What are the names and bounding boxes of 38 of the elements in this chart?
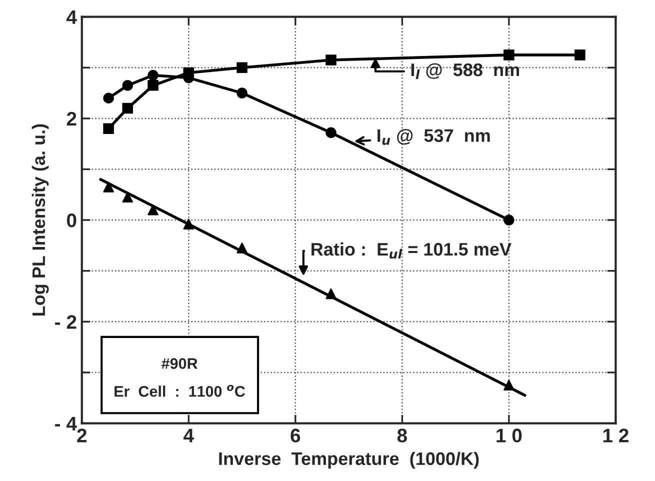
annotation: Er Cell : 1100 $^{o}$C [114,384,246,397]
x-tick-label: 2 [77,428,87,442]
annotation: Ratio : E$_{ul}$ = 101.5 meV [312,242,512,259]
point [504,214,514,226]
annotation: I$_{l}$ @ 588 nm [411,63,519,79]
y-tick-label: 0 [66,214,76,228]
y-tick-label: 2 [66,112,76,126]
annotation: I$_{u}$ @ 537 nm [378,128,490,145]
annotation: #90R [162,358,198,369]
x-axis-title: Inverse Temperature (1000/K) [219,452,479,469]
point [103,92,114,104]
y-tick-label: 4 [66,10,77,24]
point [504,380,514,391]
point [103,123,114,134]
point [326,127,336,138]
point [122,102,134,114]
point [148,204,158,216]
point [148,80,158,91]
point [103,182,114,192]
point [148,70,158,81]
point [122,192,133,203]
x-tick-label: 1 0 [496,428,522,442]
point [236,62,248,74]
point [236,242,248,254]
point [574,50,586,60]
y-tick-label: - 4 [55,416,77,430]
point [504,50,514,60]
x-tick-label: 1 2 [603,428,628,442]
y-axis-title: Log PL Intensity (a. u.) [32,124,49,316]
x-tick-label: 6 [290,428,300,442]
point [326,54,336,66]
y-tick-label: - 2 [55,315,76,329]
x-tick-label: 8 [397,428,407,442]
point [236,88,248,98]
point [326,288,336,300]
point [183,218,194,230]
point [122,80,134,91]
x-tick-label: 4 [184,428,194,442]
